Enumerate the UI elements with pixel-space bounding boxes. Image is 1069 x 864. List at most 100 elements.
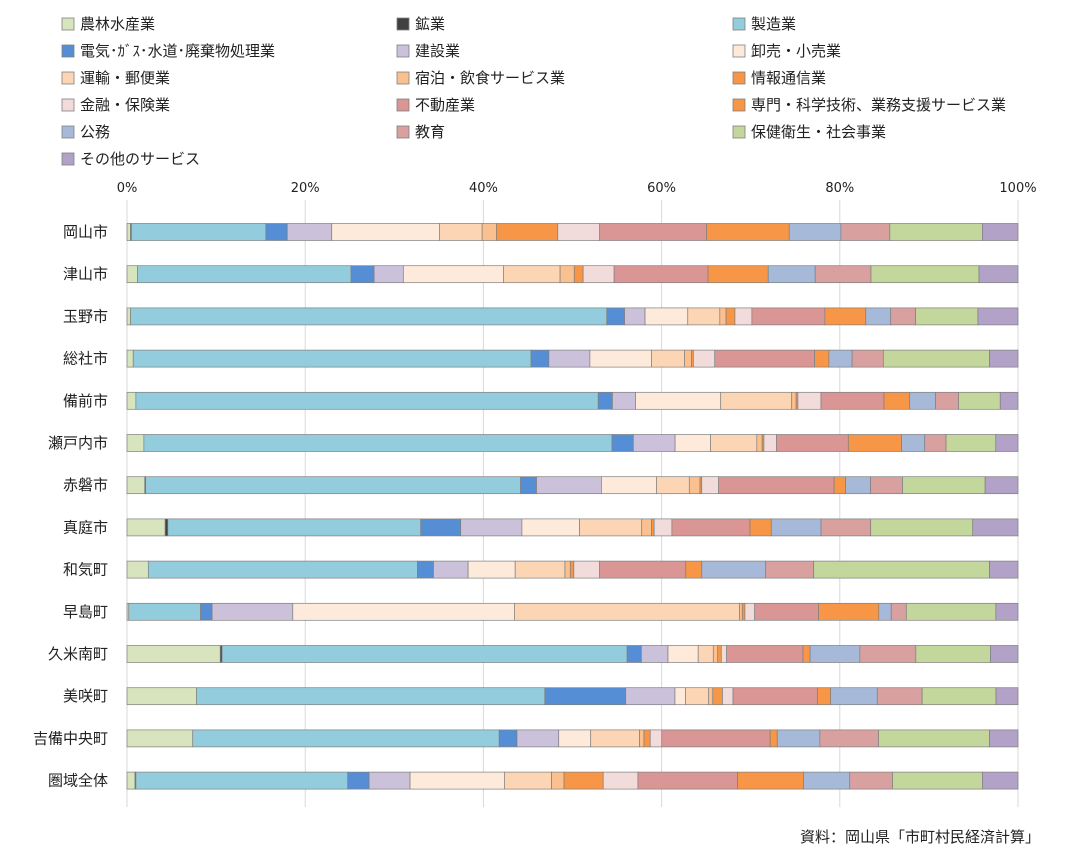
legend-label-0: 農林水産業 [80,15,155,33]
bar-segment-8-10 [599,560,687,579]
bar-segment-9-6 [514,602,740,621]
bar-segment-11-5 [674,687,686,706]
bar-segment-10-11 [802,645,811,663]
legend-label-15: その他のサービス [80,150,200,168]
bar-segment-2-6 [687,307,721,326]
bar-segment-2-4 [624,307,646,326]
bar-segment-3-11 [814,349,830,368]
bar-segment-7-1 [164,518,169,537]
category-label-11: 美咲町 [63,687,108,705]
bar-segment-6-10 [718,476,835,495]
bar-segment-13-8 [563,771,604,790]
legend-label-9: 金融・保険業 [80,96,170,114]
bar-segment-13-13 [849,771,893,790]
bar-segment-10-5 [667,645,699,663]
legend-label-5: 卸売・小売業 [751,42,841,60]
bar-segment-5-0 [126,434,145,452]
bar-segment-2-5 [644,307,689,326]
bar-segment-5-2 [143,434,613,452]
bar-segment-6-13 [870,476,903,495]
bar-segment-13-2 [135,771,349,790]
bar-segment-3-14 [882,349,990,368]
bar-segment-7-9 [653,518,673,537]
bar-segment-1-10 [613,265,709,284]
bar-segment-8-2 [147,560,418,579]
bar-segment-3-15 [989,349,1019,368]
x-tick-label-4: 80% [825,181,854,196]
bar-segment-6-5 [601,476,657,495]
bar-segment-1-11 [707,265,769,284]
bar-segment-9-8 [741,602,746,621]
bar-segment-10-4 [640,645,669,663]
bar-segment-5-11 [847,434,902,452]
bar-segment-1-13 [814,265,872,284]
bar-segment-11-6 [685,687,709,706]
bar-segment-5-3 [611,434,634,452]
bar-segment-1-6 [503,265,561,284]
x-tick-label-1: 20% [291,181,320,196]
bar-segment-5-7 [756,434,763,452]
bar-segment-11-0 [126,687,197,706]
bar-segment-12-8 [643,729,651,748]
bar-segment-5-14 [945,434,997,452]
legend-swatch-12 [61,125,75,139]
bar-segment-12-0 [126,729,194,748]
bar-segment-9-2 [128,602,201,621]
bar-segment-3-3 [530,349,550,368]
bar-segment-5-15 [995,434,1019,452]
bar-segment-0-2 [131,223,267,241]
bar-segment-11-14 [921,687,997,706]
bar-segment-13-5 [409,771,505,790]
x-tick-label-5: 100% [999,181,1036,196]
bar-segment-6-4 [536,476,602,495]
bar-segment-7-13 [820,518,872,537]
legend-swatch-8 [732,71,746,85]
bar-segment-6-12 [845,476,871,495]
bar-segment-0-11 [706,223,790,241]
bar-segment-0-6 [439,223,483,241]
bar-segment-0-7 [481,223,497,241]
bar-segment-2-14 [915,307,979,326]
bar-segment-1-15 [978,265,1019,284]
bar-segment-10-14 [915,645,991,663]
bar-segment-4-13 [935,391,959,410]
bar-segment-5-13 [924,434,947,452]
legend-swatch-7 [396,71,410,85]
bar-segment-10-13 [859,645,917,663]
legend-swatch-13 [396,125,410,139]
y-axis-categories: 岡山市津山市玉野市総社市備前市瀬戸内市赤磐市真庭市和気町早島町久米南町美咲町吉備… [33,223,108,790]
bar-segment-1-9 [582,265,615,284]
bar-segment-4-4 [612,391,636,410]
legend-label-13: 教育 [415,123,445,141]
legend-swatch-14 [732,125,746,139]
bar-segment-8-14 [813,560,990,579]
bar-segment-13-11 [737,771,804,790]
bar-segment-12-3 [498,729,518,748]
bar-segment-6-6 [656,476,690,495]
category-label-2: 玉野市 [63,307,108,325]
bar-segment-7-5 [521,518,580,537]
bar-segment-8-15 [989,560,1019,579]
legend-label-1: 鉱業 [415,15,445,33]
bar-segment-5-10 [776,434,849,452]
bar-segment-7-0 [126,518,166,537]
bar-segment-11-10 [732,687,818,706]
bar-segment-10-2 [221,645,628,663]
bar-segment-4-15 [999,391,1019,410]
bar-segment-0-15 [982,223,1019,241]
bar-segment-2-15 [977,307,1019,326]
bar-segment-10-3 [626,645,642,663]
bar-segment-8-11 [685,560,703,579]
bar-segment-2-9 [734,307,753,326]
bar-segment-12-15 [989,729,1019,748]
category-label-1: 津山市 [63,265,108,283]
x-tick-label-0: 0% [117,181,138,196]
bar-segment-7-7 [641,518,652,537]
bar-segment-6-14 [902,476,986,495]
bar-segment-6-9 [701,476,719,495]
bar-segment-2-11 [824,307,867,326]
category-label-12: 吉備中央町 [33,729,108,747]
category-label-10: 久米南町 [48,645,108,663]
bar-segment-0-0 [126,223,131,241]
